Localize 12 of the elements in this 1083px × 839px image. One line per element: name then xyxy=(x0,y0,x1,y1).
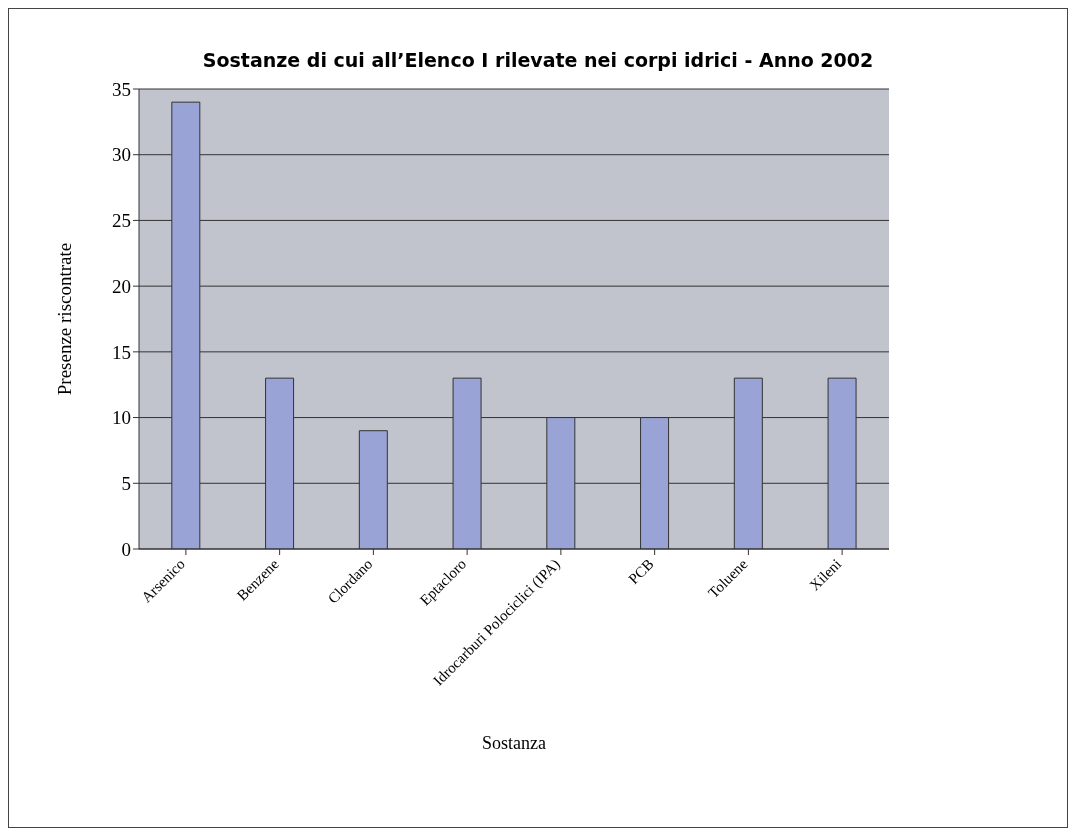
x-axis-title: Sostanza xyxy=(482,733,546,753)
y-tick-label: 30 xyxy=(112,144,131,166)
y-tick-label: 10 xyxy=(112,407,131,429)
y-tick-label: 20 xyxy=(112,275,131,297)
y-axis-title: Presenze riscontrate xyxy=(53,242,75,396)
y-tick-label: 5 xyxy=(121,473,131,495)
y-tick-label: 15 xyxy=(112,341,131,363)
y-tick-label: 35 xyxy=(112,78,131,100)
y-tick-label: 25 xyxy=(112,210,131,232)
x-tick-label: PCB xyxy=(625,555,657,588)
y-tick-label: 0 xyxy=(121,538,131,560)
chart-title: Sostanze di cui all’Elenco I rilevate nei corpi idrici - Anno 2002 xyxy=(201,49,875,71)
